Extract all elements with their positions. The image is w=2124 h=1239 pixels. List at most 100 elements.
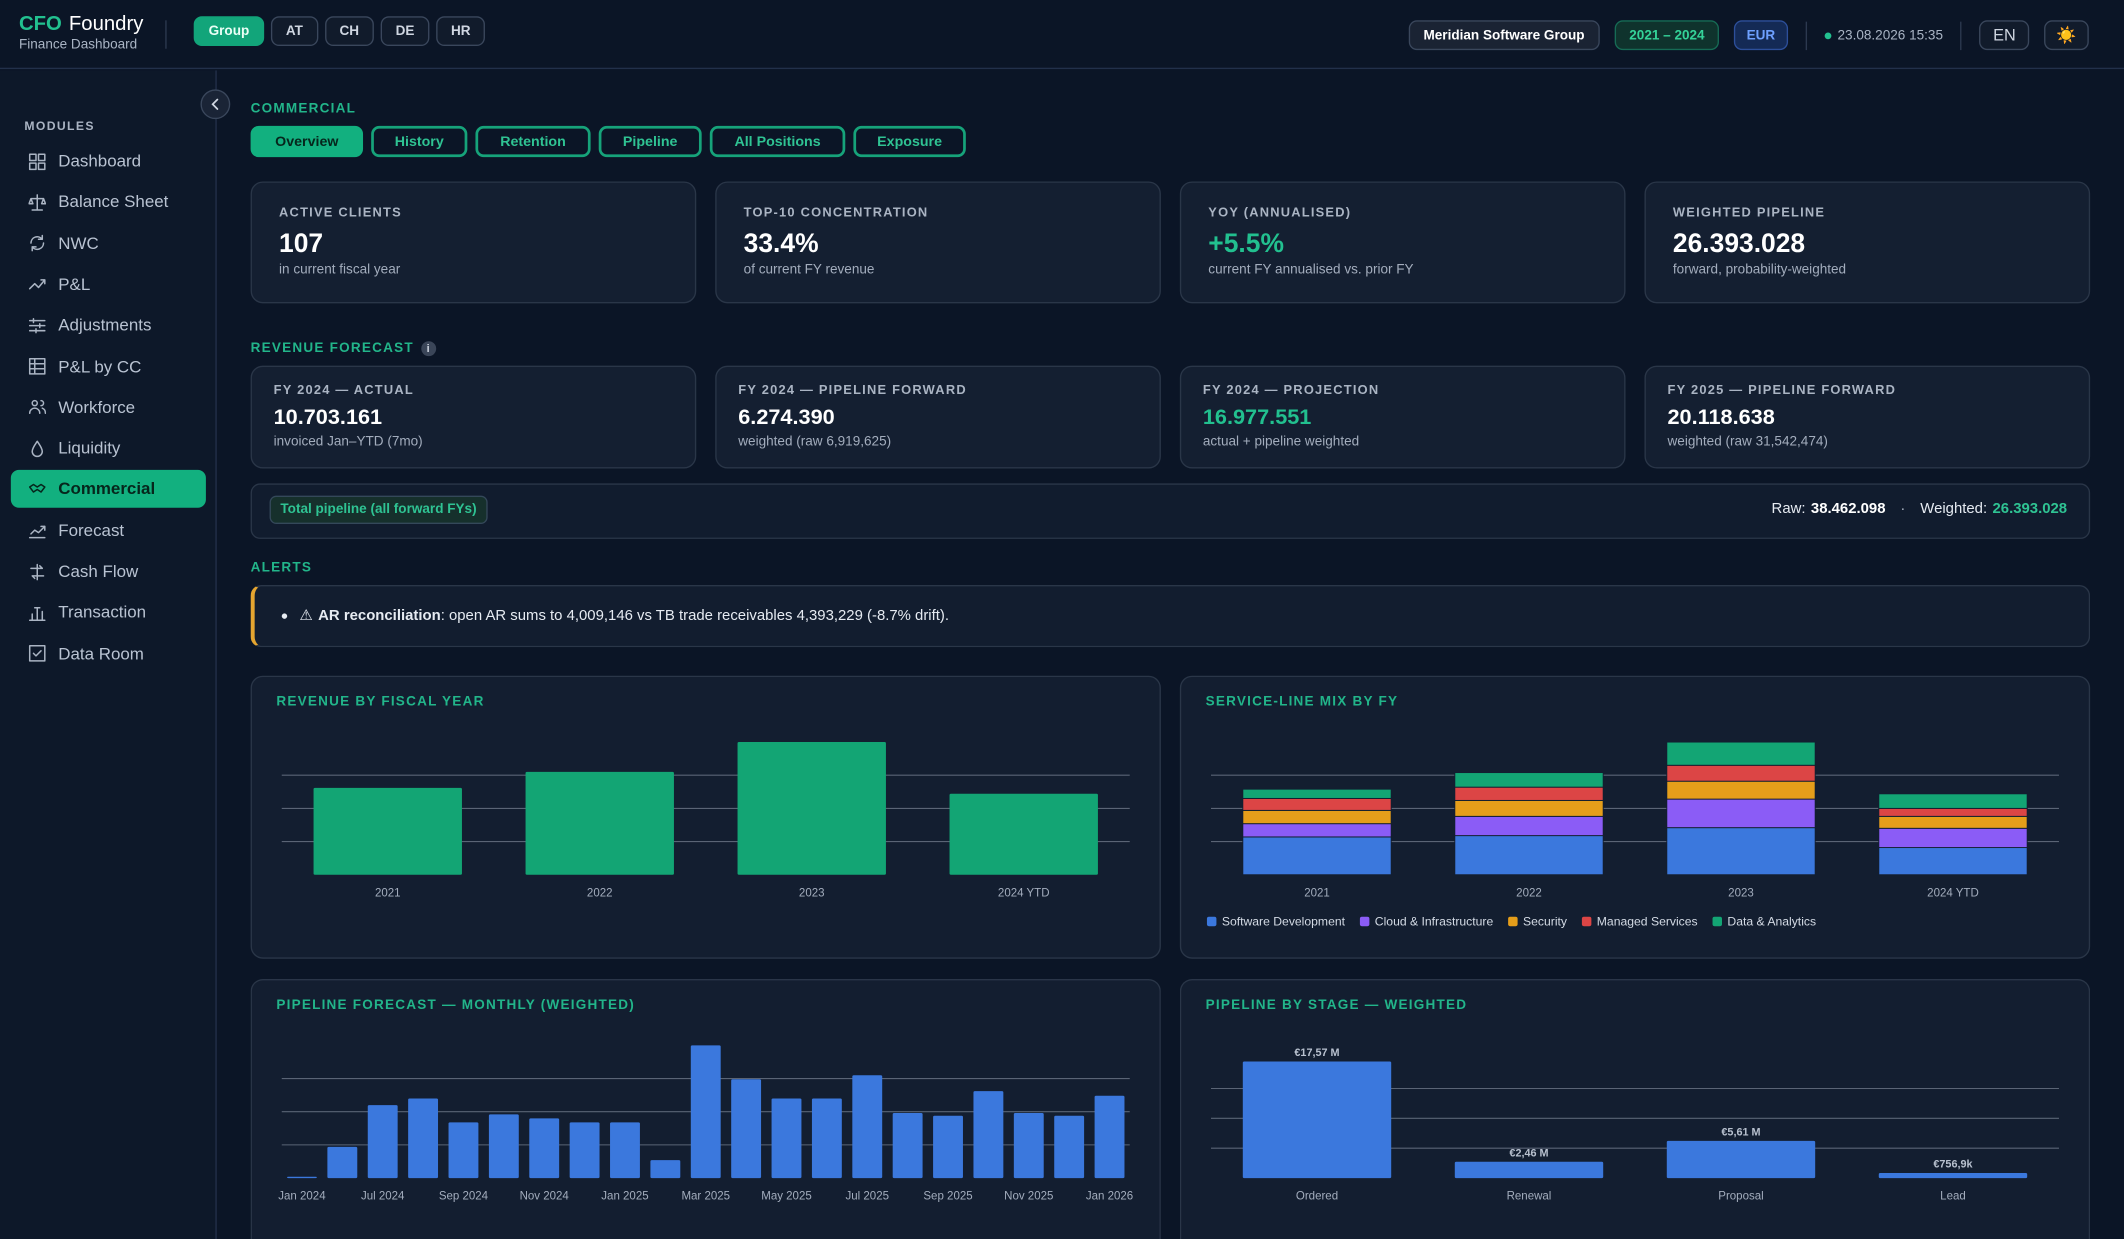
kpi-note: current FY annualised vs. prior FY — [1208, 262, 1414, 278]
tab[interactable]: All Positions — [709, 125, 846, 158]
theme-button[interactable]: ☀️ — [2044, 20, 2089, 51]
entity-tab[interactable]: Group — [193, 16, 265, 47]
kpi-value: 10.703.161 — [273, 406, 383, 430]
alerts-title: ALERTS — [250, 560, 313, 576]
sidebar-item[interactable]: Commercial — [10, 470, 206, 509]
sidebar-item[interactable]: Forecast — [11, 511, 206, 549]
sidebar-heading: MODULES — [24, 119, 95, 133]
sidebar-item[interactable]: Transaction — [11, 593, 206, 631]
bar — [1454, 1161, 1604, 1179]
sidebar-label: P&L — [58, 274, 91, 294]
bar — [287, 1176, 317, 1179]
legend-label: Managed Services — [1597, 915, 1698, 929]
entity-tab[interactable]: DE — [380, 16, 430, 47]
icon-path — [28, 279, 46, 290]
currency-pill[interactable]: EUR — [1734, 20, 1788, 51]
divider — [1960, 20, 1962, 50]
bar — [1013, 1113, 1044, 1179]
legend-swatch — [1712, 916, 1723, 927]
sidebar-item[interactable]: Liquidity — [11, 429, 206, 467]
sidebar-label: Adjustments — [58, 315, 152, 335]
sidebar-item[interactable]: Dashboard — [11, 142, 206, 180]
bar — [448, 1122, 479, 1179]
sidebar-icon — [28, 606, 46, 621]
sidebar-item[interactable]: NWC — [11, 224, 206, 262]
sidebar-item[interactable]: P&L — [11, 265, 206, 303]
raw-value: 38.462.098 — [1810, 501, 1886, 518]
kpi-card: FY 2024 — ACTUAL 10.703.161 invoiced Jan–Y… — [250, 365, 697, 469]
status-dot — [1823, 31, 1831, 39]
collapse-button[interactable] — [200, 89, 231, 120]
info-icon[interactable]: i — [420, 341, 436, 357]
sidebar-label: Cash Flow — [58, 561, 139, 581]
kpi-value: 26.393.028 — [1672, 228, 1806, 259]
bullet — [281, 612, 288, 619]
sidebar-label: Workforce — [58, 397, 136, 417]
sidebar-item[interactable]: Cash Flow — [11, 552, 206, 590]
chart-title: PIPELINE FORECAST — MONTHLY (WEIGHTED) — [276, 997, 636, 1013]
sidebar-item[interactable]: Data Room — [11, 635, 206, 673]
alert-text: : open AR sums to 4,009,146 vs TB trade … — [440, 607, 949, 624]
x-tick-label: Mar 2025 — [681, 1191, 730, 1203]
sidebar-label: Forecast — [58, 520, 125, 540]
forecast-title: REVENUE FORECAST — [250, 341, 414, 357]
kpi-card: ACTIVE CLIENTS 107 in current fiscal year — [250, 181, 697, 304]
raw-label: Raw: — [1771, 501, 1806, 518]
period-pill[interactable]: 2021 – 2024 — [1614, 20, 1720, 51]
pipeline-totals: Raw: 38.462.098 · Weighted: 26.393.028 — [1772, 501, 2068, 517]
sidebar-icon — [28, 193, 47, 211]
bar-segment — [1878, 815, 2028, 829]
bar — [690, 1045, 721, 1179]
chart-panel: SERVICE-LINE MIX BY FY 2021 2022 2023 2024 Y… — [1179, 675, 2091, 959]
icon-path — [30, 563, 45, 580]
bar-segment — [1454, 835, 1604, 876]
bar-segment — [1454, 772, 1604, 788]
value-label: €756,9k — [1933, 1159, 1973, 1171]
bar — [367, 1105, 398, 1179]
kpi-value: 33.4% — [743, 228, 819, 259]
icon-path — [28, 645, 46, 662]
brand-name: Foundry — [68, 12, 144, 36]
icon-path — [30, 234, 45, 252]
icon-path — [28, 525, 46, 539]
entity-tab[interactable]: AT — [270, 16, 318, 47]
bar-segment — [1666, 780, 1816, 800]
tab[interactable]: Exposure — [853, 125, 966, 158]
company-pill[interactable]: Meridian Software Group — [1408, 20, 1600, 51]
x-tick-label: Jul 2025 — [846, 1191, 889, 1203]
x-tick-label: Lead — [1940, 1191, 1966, 1203]
sidebar-label: NWC — [58, 233, 99, 253]
sidebar-label: Transaction — [58, 602, 147, 622]
legend-swatch — [1206, 916, 1217, 927]
chevron-icon — [211, 98, 219, 110]
entity-tab[interactable]: CH — [324, 16, 374, 47]
sidebar-icon — [28, 317, 46, 333]
tab[interactable]: History — [371, 125, 468, 158]
bar — [933, 1115, 963, 1179]
bar-segment — [1242, 797, 1392, 811]
sidebar-item[interactable]: Balance Sheet — [11, 183, 206, 221]
sidebar-item[interactable]: P&L by CC — [11, 347, 206, 385]
sidebar-item[interactable]: Adjustments — [11, 306, 206, 344]
tab[interactable]: Retention — [475, 125, 591, 158]
tab[interactable]: Pipeline — [598, 125, 702, 158]
legend-swatch — [1359, 916, 1370, 927]
tab[interactable]: Overview — [250, 125, 364, 158]
language-button[interactable]: EN — [1979, 20, 2030, 51]
chart-title: REVENUE BY FISCAL YEAR — [276, 694, 485, 710]
alerts-box: ⚠ AR reconciliation: open AR sums to 4,00… — [250, 584, 2091, 648]
icon-path — [28, 317, 46, 333]
sidebar-item[interactable]: Workforce — [11, 388, 206, 426]
separator: · — [1900, 501, 1906, 518]
kpi-card: FY 2025 — PIPELINE FORWARD 20.118.638 weig… — [1644, 365, 2091, 469]
x-tick-label: Nov 2024 — [520, 1191, 570, 1203]
entity-tab[interactable]: HR — [436, 16, 486, 47]
sidebar-icon — [30, 563, 45, 580]
icon-path — [28, 152, 46, 170]
kpi-note: weighted (raw 6,919,625) — [738, 434, 892, 450]
header-controls: Meridian Software Group 2021 – 2024 EUR … — [1408, 20, 2089, 51]
x-tick-label: Jul 2024 — [361, 1191, 405, 1203]
icon-path — [28, 606, 46, 621]
bar-segment — [1454, 786, 1604, 801]
